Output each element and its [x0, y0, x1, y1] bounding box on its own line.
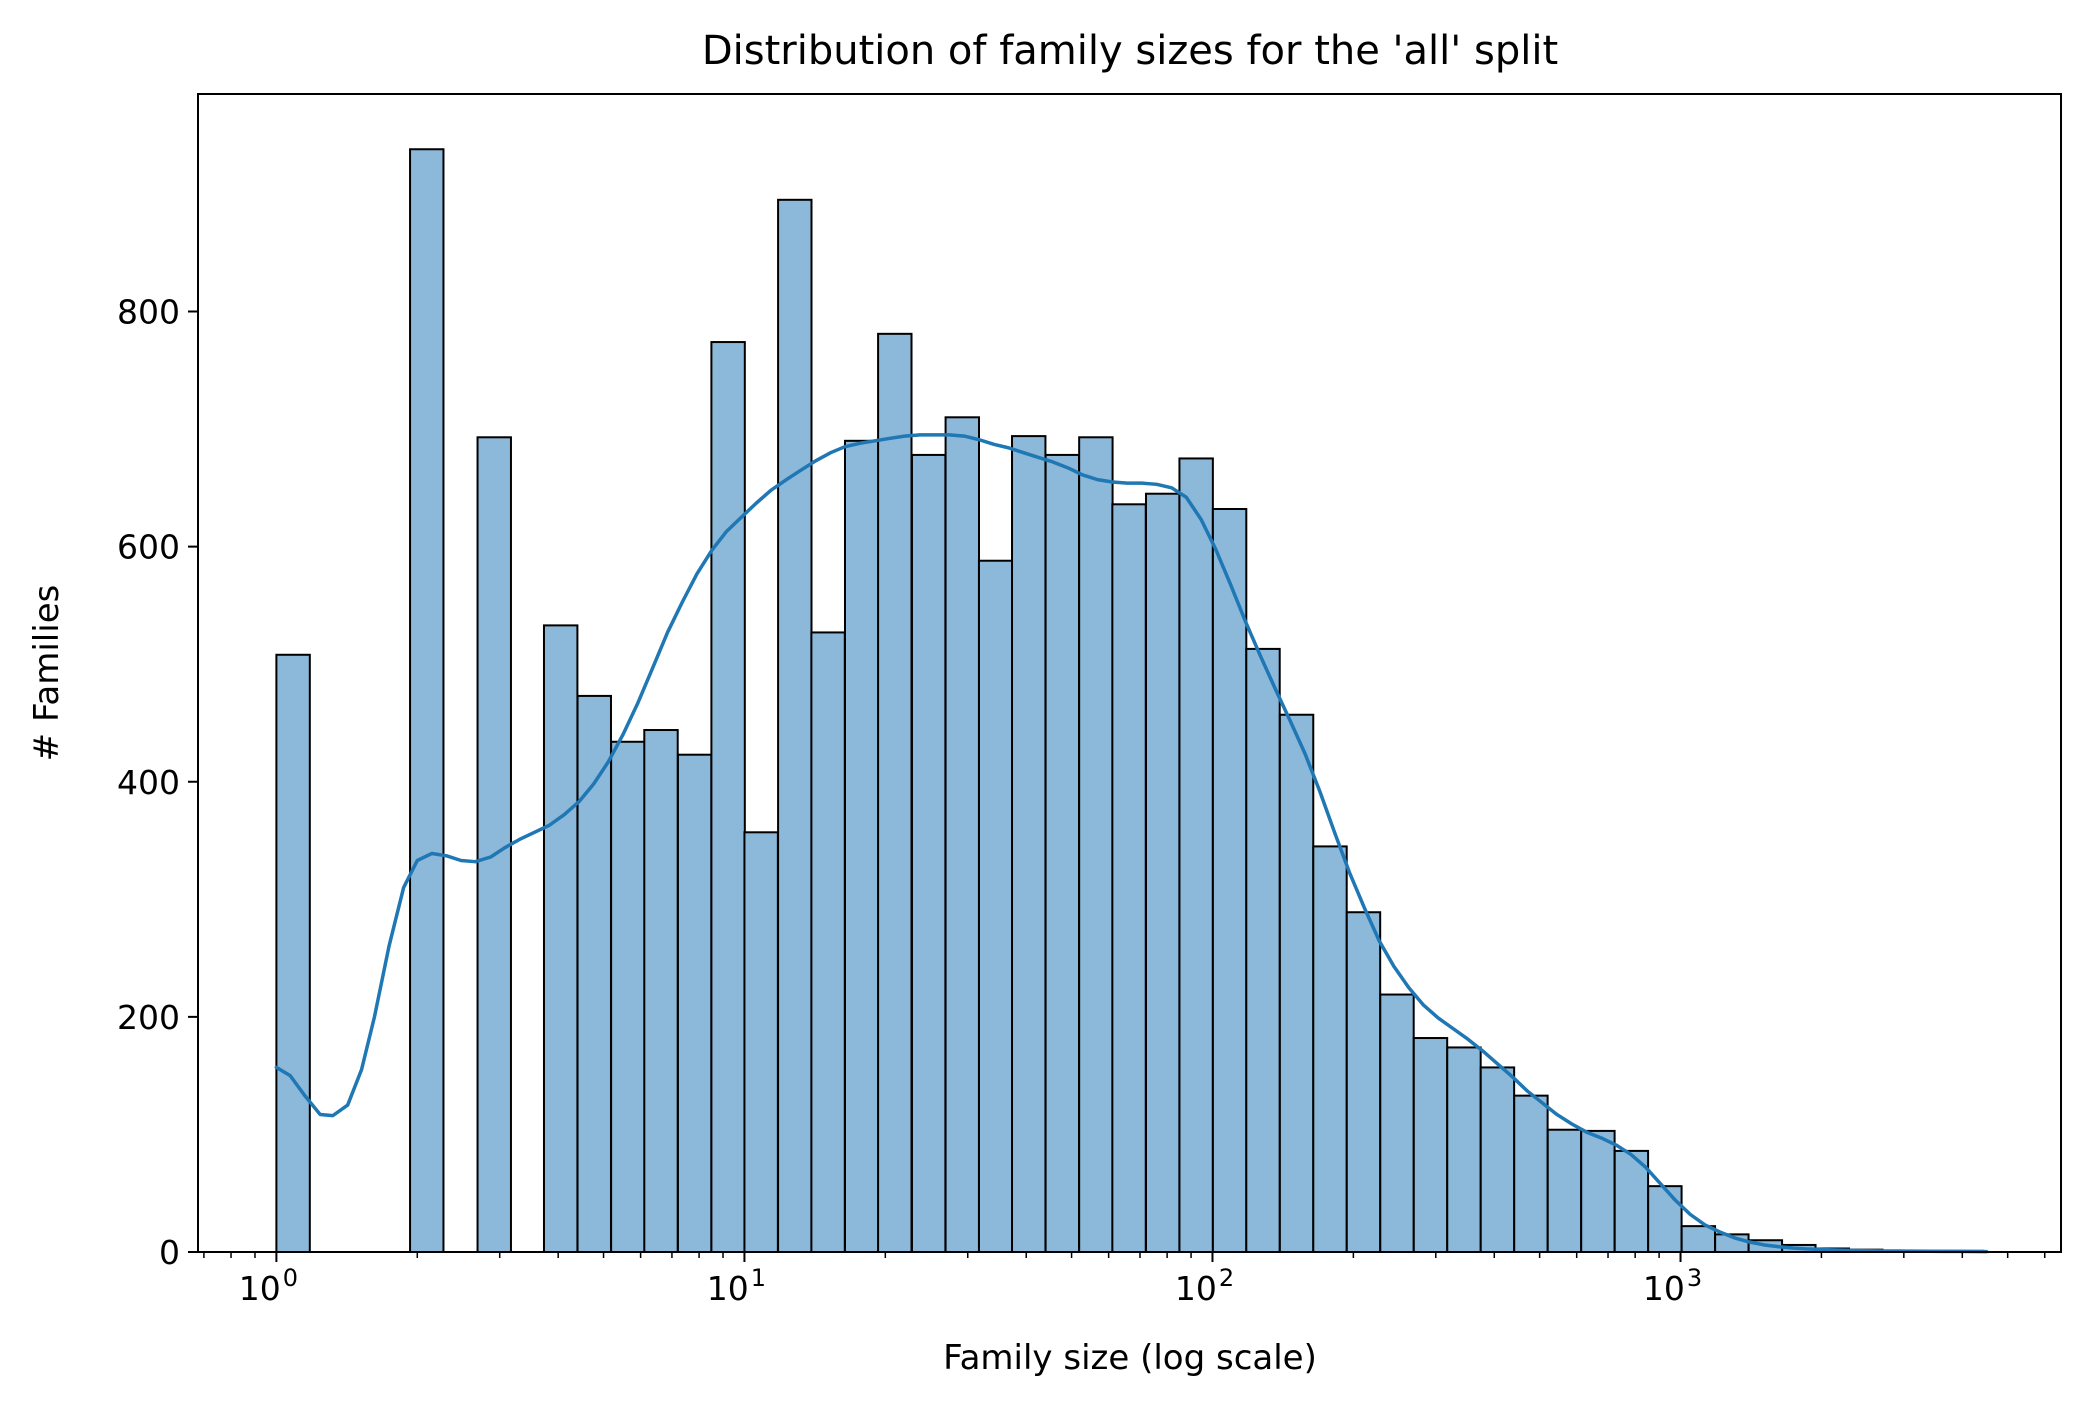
histogram-bar [1144, 492, 1181, 1254]
histogram-bar [710, 341, 746, 1253]
y-axis-ticks: 0 200 400 600 800 [117, 292, 198, 1272]
histogram-bar [1211, 508, 1248, 1253]
histogram-bar [275, 653, 311, 1253]
histogram-bar [944, 416, 981, 1253]
x-tick-label: 101 [707, 1264, 766, 1308]
plot-frame [197, 93, 2062, 1253]
histogram-bar [777, 198, 813, 1253]
histogram-bar [910, 453, 947, 1254]
histogram-bar [1178, 457, 1214, 1253]
histogram-bar [1312, 845, 1348, 1253]
histogram-bar [1345, 911, 1382, 1253]
histogram-bar [1546, 1128, 1583, 1253]
chart-title: Distribution of family sizes for the 'al… [702, 28, 1558, 74]
histogram-bar [1245, 647, 1281, 1253]
y-axis-label: # Families [27, 585, 67, 762]
histogram-bar [1078, 436, 1114, 1254]
histogram-bar [1278, 713, 1315, 1253]
y-tick-label: 0 [159, 1233, 180, 1272]
histogram-bar [643, 729, 679, 1253]
histogram-bar [610, 740, 646, 1254]
x-axis-ticks: 100 101 102 103 [203, 1252, 2046, 1308]
histogram-bar [1044, 453, 1081, 1254]
histogram-bar [1513, 1094, 1549, 1254]
y-tick-label: 400 [117, 763, 180, 802]
y-tick-label: 200 [117, 998, 180, 1037]
histogram-bar [843, 439, 880, 1253]
histogram-bar [409, 148, 445, 1253]
kde-curve [274, 433, 1989, 1254]
x-axis-label: Family size (log scale) [943, 1338, 1317, 1378]
histogram-bar [542, 624, 579, 1253]
y-tick-label: 800 [117, 292, 180, 331]
kde-layer [274, 433, 1989, 1254]
histogram-bar [1446, 1046, 1482, 1253]
x-tick-label: 102 [1175, 1264, 1234, 1308]
histogram-bar [1412, 1037, 1449, 1254]
histogram-bar [1580, 1129, 1616, 1254]
histogram-bar [1647, 1185, 1683, 1254]
x-tick-label: 100 [239, 1264, 298, 1308]
histogram-bar [877, 332, 913, 1253]
y-tick-label: 600 [117, 528, 180, 567]
histogram-bar [743, 831, 779, 1253]
histogram-bar [1011, 435, 1047, 1253]
histogram-bar [810, 631, 846, 1253]
histogram-bar [1111, 503, 1147, 1253]
x-tick-label: 103 [1643, 1264, 1702, 1308]
histogram-bar [576, 694, 612, 1253]
histogram-bar [1479, 1066, 1516, 1254]
histogram-bar [977, 559, 1014, 1253]
bars-layer [275, 148, 1984, 1254]
histogram-bar [676, 753, 713, 1254]
histogram-bar [1680, 1225, 1717, 1254]
histogram-bar [476, 436, 512, 1254]
histogram-bar [1379, 993, 1415, 1253]
